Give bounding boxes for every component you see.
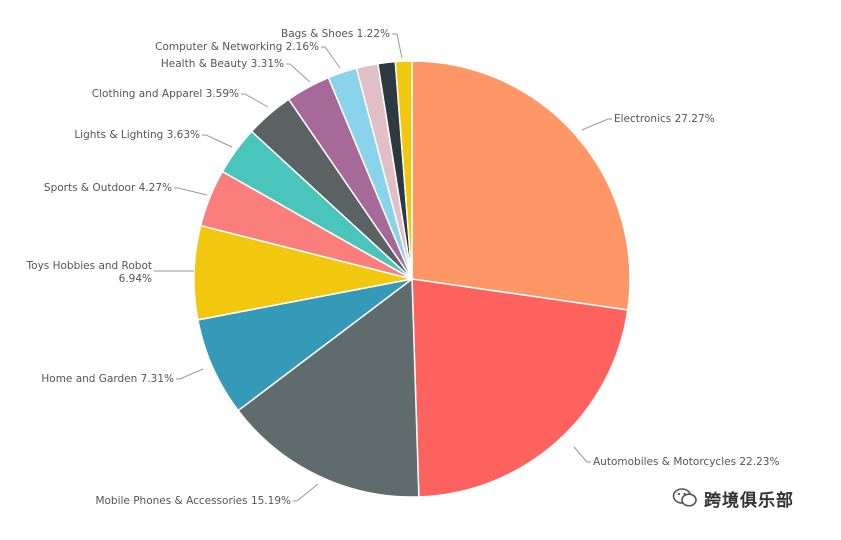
pie-slice-1 [411,60,631,311]
slice-label-5-line-1: Toys Hobbies and Robot [26,260,152,272]
leader-line-3 [293,483,319,502]
slice-label-4: Home and Garden 7.31% [41,373,174,385]
slice-label-7: Lights & Lighting 3.63% [74,129,200,141]
leader-line-13 [392,33,403,59]
leader-line-9 [286,63,311,83]
pie-slice-3 [237,277,420,498]
slice-label-10: Computer & Networking 2.16% [155,41,319,53]
leader-line-4 [176,368,204,380]
leader-line-10 [321,46,341,69]
pie-slice-4 [196,278,413,412]
slice-label-1: Electronics 27.27% [614,113,715,125]
leader-line-1 [581,118,612,131]
slice-label-13: Bags & Shoes 1.22% [281,28,390,40]
watermark: 跨境俱乐部 [672,484,794,512]
wechat-icon [672,488,697,507]
slice-label-3: Mobile Phones & Accessories 15.19% [95,495,291,507]
leader-line-6 [174,187,208,196]
leader-line-8 [241,93,269,108]
slice-label-8: Clothing and Apparel 3.59% [92,88,239,100]
pie-slice-13 [394,60,413,280]
leader-line-7 [202,134,233,148]
slice-label-5-line-2: 6.94% [119,273,152,285]
pie-slice-2 [411,278,629,498]
slice-label-2: Automobiles & Motorcycles 22.23% [593,456,779,468]
slice-label-6: Sports & Outdoor 4.27% [44,182,172,194]
slice-label-9: Health & Beauty 3.31% [161,58,284,70]
leader-line-2 [573,446,591,463]
watermark-text: 跨境俱乐部 [704,490,794,511]
